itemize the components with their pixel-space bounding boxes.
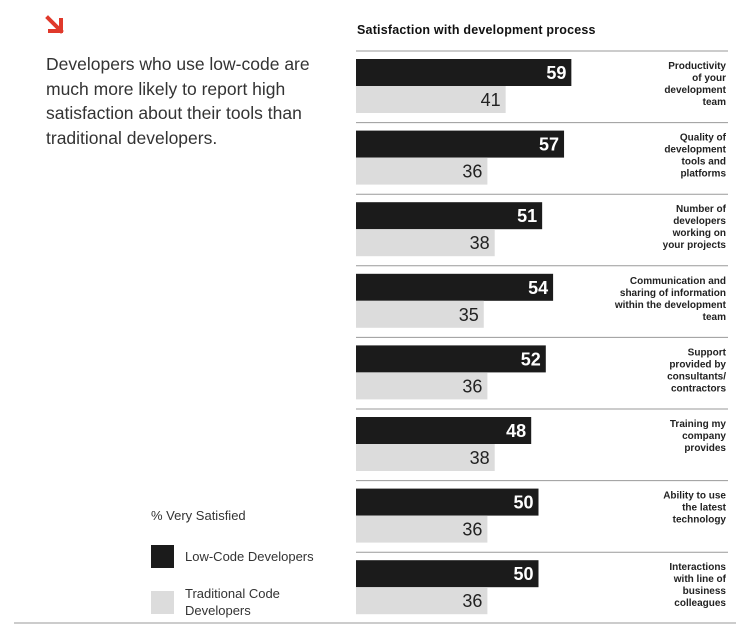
data-label-traditional: 38 — [470, 448, 490, 468]
legend-label-traditional: Traditional Code Developers — [185, 586, 280, 618]
category-label: Productivity of your development team — [664, 61, 726, 108]
bar-low-code — [356, 59, 572, 86]
data-label-traditional: 38 — [470, 233, 490, 253]
bar-low-code — [356, 417, 532, 444]
data-label-low-code: 50 — [513, 493, 533, 513]
chart-title: Satisfaction with development process — [357, 23, 596, 37]
data-label-traditional: 36 — [462, 520, 482, 540]
data-label-low-code: 52 — [521, 349, 541, 369]
bar-traditional — [356, 157, 488, 185]
category-label: Communication and sharing of information w… — [614, 276, 727, 323]
data-label-traditional: 41 — [481, 90, 501, 110]
bar-traditional — [356, 229, 495, 257]
data-label-low-code: 57 — [539, 135, 559, 155]
category-label: Interactions with line of business colleagu… — [669, 562, 726, 609]
data-label-traditional: 36 — [462, 591, 482, 611]
bar-traditional — [356, 444, 495, 471]
bar-traditional — [356, 86, 506, 113]
data-label-traditional: 36 — [462, 162, 482, 182]
intro-text: Developers who use low-code are much mor… — [46, 54, 310, 148]
bar-low-code — [356, 488, 539, 516]
data-label-low-code: 51 — [517, 206, 537, 226]
bar-traditional — [356, 515, 488, 543]
category-label: Ability to use the latest technology — [663, 491, 726, 526]
legend-item-low-code: Low-Code Developers — [151, 545, 315, 568]
bar-low-code — [356, 130, 565, 158]
bar-low-code — [356, 560, 539, 588]
data-label-low-code: 59 — [546, 63, 566, 83]
bar-traditional — [356, 300, 484, 328]
bar-low-code — [356, 345, 546, 373]
bar-low-code — [356, 273, 554, 301]
arrow-down-right-icon — [45, 15, 64, 34]
bar-low-code — [356, 202, 543, 230]
category-label: Quality of development tools and platforms — [664, 133, 726, 180]
bar-traditional — [356, 587, 488, 615]
data-label-low-code: 48 — [506, 421, 526, 441]
data-label-traditional: 36 — [462, 376, 482, 396]
category-label: Number of developers working on your projec… — [663, 204, 727, 251]
bar-traditional — [356, 372, 488, 400]
category-label: Training my company provides — [670, 419, 727, 454]
data-label-low-code: 54 — [528, 278, 548, 298]
legend-title: % Very Satisfied — [151, 508, 246, 523]
legend-label-low-code: Low-Code Developers — [185, 549, 314, 564]
legend-item-traditional: Traditional Code Developers — [151, 585, 315, 619]
data-label-low-code: 50 — [513, 564, 533, 584]
legend-swatch-traditional — [151, 590, 174, 614]
data-label-traditional: 35 — [459, 305, 479, 325]
category-label: Support provided by consultants/contractor… — [667, 347, 727, 394]
legend-swatch-low-code — [151, 545, 174, 568]
